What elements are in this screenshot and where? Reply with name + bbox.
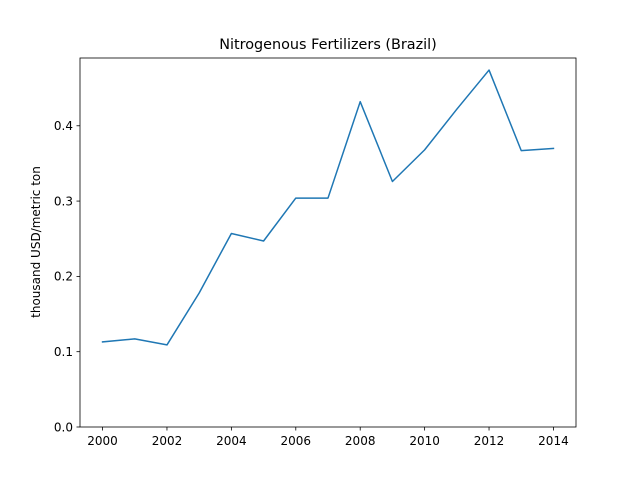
x-tick-label: 2008 — [345, 434, 376, 448]
x-tick-label: 2014 — [538, 434, 569, 448]
y-axis-label: thousand USD/metric ton — [29, 166, 43, 318]
y-tick-label: 0.4 — [54, 119, 73, 133]
data-series-line — [101, 69, 555, 346]
y-tick-label: 0.0 — [54, 420, 73, 434]
y-tick-label: 0.2 — [54, 270, 73, 284]
plot-area: 2000 2002 2004 2006 2008 2010 2012 2014 0.0 0.1 0.… — [54, 57, 577, 448]
x-tick-label: 2006 — [281, 434, 312, 448]
x-tick-label: 2004 — [216, 434, 247, 448]
x-tick-label: 2002 — [152, 434, 183, 448]
x-tick-label: 2000 — [87, 434, 118, 448]
x-tick-label: 2010 — [409, 434, 440, 448]
x-tick-label: 2012 — [474, 434, 505, 448]
chart-title: Nitrogenous Fertilizers (Brazil) — [219, 37, 437, 53]
y-tick-label: 0.3 — [54, 194, 73, 208]
axes-frame — [79, 57, 577, 428]
y-tick-label: 0.1 — [54, 345, 73, 359]
